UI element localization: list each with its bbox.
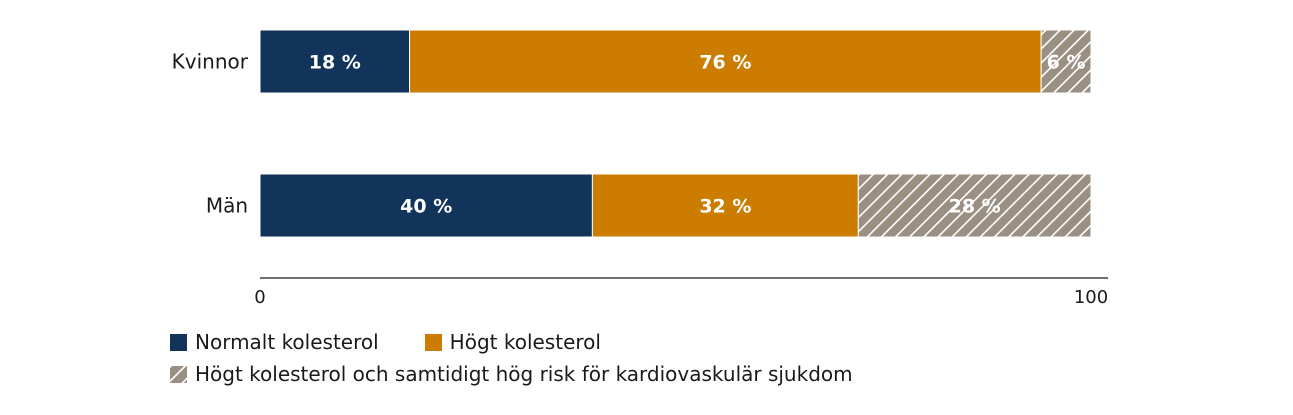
bar-value-label-1-1: 32 % [699,196,751,218]
legend-label-hogt-risk: Högt kolesterol och samtidigt hög risk f… [195,362,853,386]
x-tick-label-0: 0 [254,287,265,308]
legend-label-hogt: Högt kolesterol [449,330,601,354]
legend-label-normalt: Normalt kolesterol [195,330,379,354]
bar-segment-1-2 [857,173,1092,238]
legend-row-2: Högt kolesterol och samtidigt hög risk f… [170,358,899,390]
legend-row-1: Normalt kolesterol Högt kolesterol [170,326,899,358]
legend-swatch-normalt [170,333,187,351]
bar-value-label-1-2: 28 % [949,196,1001,218]
bar-segment-0-1 [409,29,1042,94]
bar-segment-0-2 [1040,29,1092,94]
bars-layer: Kvinnor 18 % 76 % 6 % Män 40 % 32 % 28 % [172,29,1092,238]
stacked-bar-chart: Kvinnor 18 % 76 % 6 % Män 40 % 32 % 28 % 0 100 [172,29,1108,308]
category-label-0: Kvinnor [172,50,249,74]
bar-segment-1-0 [259,173,593,238]
legend-swatch-hogt [424,333,442,351]
bar-segment-1-1 [591,173,859,238]
x-axis: 0 100 [254,277,1108,308]
legend-item-normalt: Normalt kolesterol [170,330,379,354]
bar-value-label-0-1: 76 % [699,52,751,74]
bar-value-label-1-0: 40 % [400,196,452,218]
x-tick-label-1: 100 [1074,287,1108,308]
legend-item-hogt-risk: Högt kolesterol och samtidigt hög risk f… [170,362,853,386]
bar-segment-0-0 [259,29,411,94]
bar-value-label-0-0: 18 % [309,52,361,74]
bar-value-label-0-2: 6 % [1047,52,1086,74]
legend: Normalt kolesterol Högt kolesterol Högt … [170,326,899,390]
category-label-1: Män [206,194,248,218]
legend-item-hogt: Högt kolesterol [424,330,601,354]
legend-swatch-hogt-risk [170,365,187,383]
